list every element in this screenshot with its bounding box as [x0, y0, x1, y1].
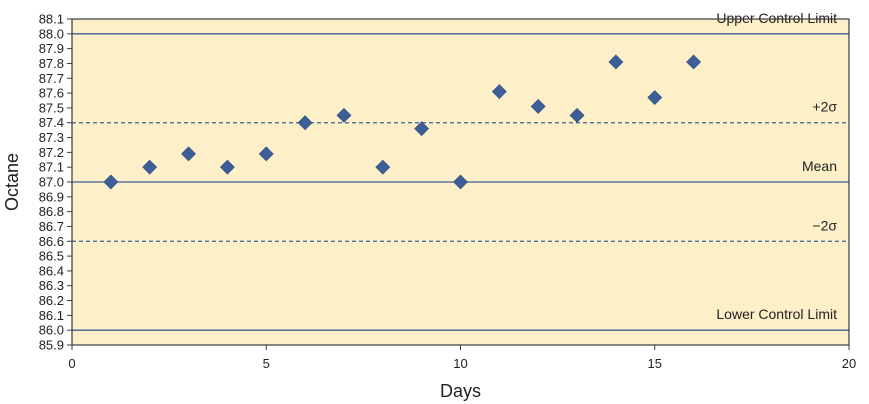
y-axis: 88.188.087.987.887.787.687.587.487.387.2…	[39, 12, 72, 353]
y-tick-label: 87.8	[39, 56, 64, 71]
data-point	[530, 99, 546, 114]
reference-label-upper-control-limit: Upper Control Limit	[716, 10, 837, 26]
y-tick-label: 87.7	[39, 71, 64, 86]
data-point	[647, 90, 663, 105]
data-point	[569, 107, 585, 123]
y-tick-label: 86.3	[39, 278, 64, 293]
x-tick-label: 20	[842, 356, 856, 371]
data-point	[336, 107, 352, 123]
reference-label-mean: Mean	[802, 158, 837, 174]
y-tick-label: 87.0	[39, 175, 64, 190]
data-points	[103, 54, 702, 190]
x-axis: 0 5 10 15 20	[68, 345, 856, 371]
data-point	[297, 115, 313, 131]
reference-label-2: −2σ	[812, 217, 837, 233]
data-point	[103, 174, 119, 190]
y-tick-label: 87.1	[39, 160, 64, 175]
reference-label-lower-control-limit: Lower Control Limit	[716, 306, 837, 322]
y-tick-label: 87.4	[39, 115, 64, 130]
reference-labels: Upper Control Limit +2σ Mean −2σ Lower Contr…	[716, 10, 837, 322]
data-point	[491, 84, 507, 100]
y-tick-label: 87.9	[39, 41, 64, 56]
y-tick-label: 87.3	[39, 130, 64, 145]
y-tick-label: 86.9	[39, 189, 64, 204]
data-point	[142, 159, 158, 175]
data-point	[258, 146, 274, 162]
y-tick-label: 86.5	[39, 249, 64, 264]
data-point	[219, 159, 235, 175]
y-tick-label: 88.0	[39, 26, 64, 41]
data-point	[375, 159, 391, 175]
y-tick-label: 86.0	[39, 323, 64, 338]
reference-label-2: +2σ	[812, 99, 837, 115]
x-axis-title: Days	[440, 381, 481, 401]
y-tick-label: 86.8	[39, 204, 64, 219]
y-tick-label: 86.2	[39, 293, 64, 308]
x-tick-label: 10	[453, 356, 467, 371]
y-tick-label: 86.7	[39, 219, 64, 234]
y-tick-label: 86.1	[39, 308, 64, 323]
y-tick-label: 87.6	[39, 86, 64, 101]
y-axis-title: Octane	[2, 153, 22, 211]
y-tick-label: 87.2	[39, 145, 64, 160]
data-point	[686, 54, 702, 70]
y-tick-label: 85.9	[39, 338, 64, 353]
x-tick-label: 15	[648, 356, 662, 371]
data-point	[414, 121, 430, 137]
data-point	[181, 146, 196, 162]
x-tick-label: 0	[68, 356, 75, 371]
y-tick-label: 86.4	[39, 263, 64, 278]
y-tick-label: 86.6	[39, 234, 64, 249]
data-point	[453, 174, 468, 190]
x-tick-label: 5	[263, 356, 270, 371]
y-tick-label: 87.5	[39, 100, 64, 115]
y-tick-label: 88.1	[39, 12, 64, 27]
data-point	[608, 54, 624, 70]
